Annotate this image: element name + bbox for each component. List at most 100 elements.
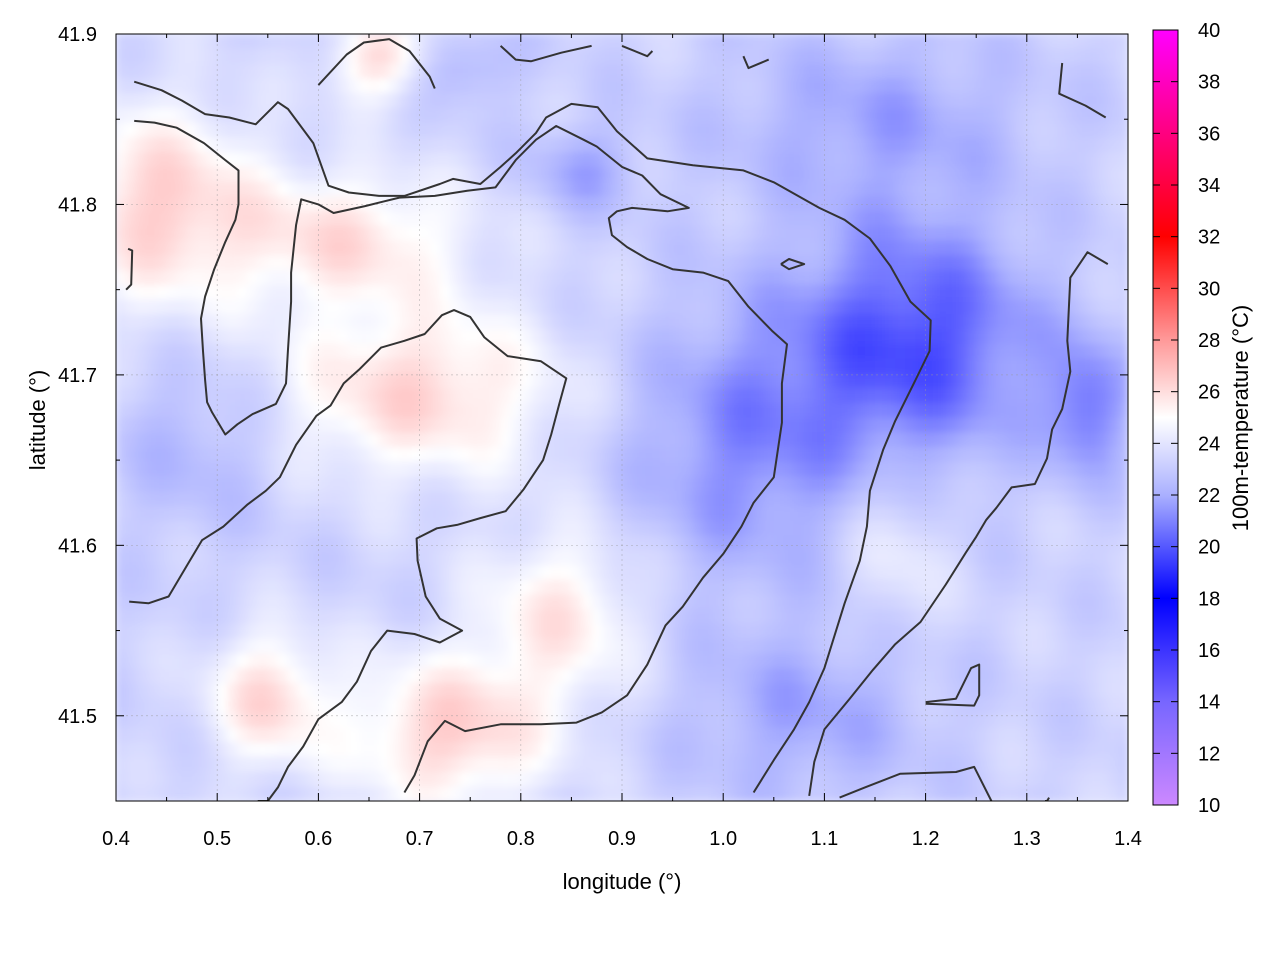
heatmap-cell <box>723 683 734 699</box>
heatmap-cell <box>470 93 481 109</box>
heatmap-cell <box>257 93 269 109</box>
heatmap-cell <box>207 284 218 301</box>
heatmap-cell <box>783 579 795 596</box>
heatmap-cell <box>905 166 917 183</box>
heatmap-cell <box>480 211 492 227</box>
heatmap-cell <box>672 565 684 581</box>
heatmap-cell <box>955 196 967 212</box>
heatmap-cell <box>126 624 137 640</box>
heatmap-cell <box>753 78 765 94</box>
heatmap-cell <box>328 520 340 537</box>
heatmap-cell <box>1077 447 1089 463</box>
heatmap-cell <box>136 122 147 138</box>
heatmap-cell <box>116 358 127 374</box>
heatmap-cell <box>1077 461 1089 478</box>
heatmap-cell <box>328 756 340 773</box>
heatmap-cell <box>358 373 370 389</box>
heatmap-cell <box>277 78 289 94</box>
heatmap-cell <box>864 653 876 669</box>
heatmap-cell <box>844 314 856 330</box>
heatmap-cell <box>126 461 137 478</box>
heatmap-cell <box>1026 225 1038 242</box>
heatmap-cell <box>652 122 664 138</box>
heatmap-cell <box>763 240 775 256</box>
heatmap-cell <box>439 225 451 242</box>
heatmap-cell <box>176 107 188 124</box>
heatmap-cell <box>480 476 492 492</box>
heatmap-cell <box>672 181 684 197</box>
heatmap-cell <box>1077 712 1089 728</box>
heatmap-cell <box>611 609 623 625</box>
heatmap-cell <box>196 122 208 138</box>
heatmap-cell <box>1016 506 1028 522</box>
heatmap-cell <box>409 181 421 197</box>
heatmap-cell <box>470 211 481 227</box>
heatmap-cell <box>632 373 643 389</box>
heatmap-cell <box>662 447 674 463</box>
heatmap-cell <box>510 520 522 537</box>
heatmap-cell <box>875 506 886 522</box>
heatmap-cell <box>358 343 370 360</box>
heatmap-cell <box>571 447 583 463</box>
heatmap-cell <box>713 432 724 448</box>
heatmap-cell <box>814 683 825 699</box>
heatmap-cell <box>733 329 745 345</box>
heatmap-cell <box>854 491 866 507</box>
heatmap-cell <box>389 594 400 610</box>
heatmap-cell <box>439 417 451 433</box>
heatmap-cell <box>227 78 239 94</box>
heatmap-cell <box>409 432 421 448</box>
heatmap-cell <box>358 609 370 625</box>
heatmap-cell <box>1036 373 1048 389</box>
heatmap-cell <box>692 358 704 374</box>
heatmap-cell <box>257 211 269 227</box>
heatmap-cell <box>460 550 471 566</box>
heatmap-cell <box>925 34 937 50</box>
heatmap-cell <box>338 624 350 640</box>
heatmap-cell <box>733 565 745 581</box>
heatmap-cell <box>854 122 866 138</box>
heatmap-cell <box>176 712 188 728</box>
heatmap-cell <box>662 609 674 625</box>
heatmap-cell <box>996 653 1008 669</box>
heatmap-cell <box>1036 78 1048 94</box>
heatmap-cell <box>702 284 714 301</box>
heatmap-cell <box>763 63 775 79</box>
heatmap-cell <box>854 34 866 50</box>
heatmap-cell <box>702 122 714 138</box>
heatmap-cell <box>723 314 734 330</box>
heatmap-cell <box>419 299 431 315</box>
heatmap-cell <box>1087 388 1099 404</box>
heatmap-cell <box>1107 211 1119 227</box>
heatmap-cell <box>480 93 492 109</box>
heatmap-cell <box>490 579 502 596</box>
heatmap-cell <box>460 742 471 758</box>
heatmap-cell <box>773 211 785 227</box>
heatmap-cell <box>1006 683 1018 699</box>
heatmap-cell <box>733 181 745 197</box>
heatmap-cell <box>682 93 694 109</box>
heatmap-cell <box>186 211 198 227</box>
heatmap-cell <box>399 255 411 271</box>
heatmap-cell <box>642 211 653 227</box>
heatmap-cell <box>186 447 198 463</box>
heatmap-cell <box>794 329 805 345</box>
heatmap-cell <box>449 122 461 138</box>
heatmap-cell <box>136 506 147 522</box>
heatmap-cell <box>429 358 441 374</box>
heatmap-cell <box>207 329 218 345</box>
heatmap-cell <box>601 329 613 345</box>
heatmap-cell <box>247 624 259 640</box>
heatmap-cell <box>591 506 603 522</box>
heatmap-cell <box>804 506 815 522</box>
heatmap-cell <box>763 624 775 640</box>
heatmap-cell <box>510 683 522 699</box>
heatmap-cell <box>439 727 451 743</box>
heatmap-cell <box>753 520 765 537</box>
heatmap-cell <box>166 535 178 551</box>
heatmap-cell <box>399 358 411 374</box>
heatmap-cell <box>520 520 532 537</box>
heatmap-cell <box>227 48 239 65</box>
heatmap-cell <box>308 624 319 640</box>
heatmap-cell <box>1087 373 1099 389</box>
